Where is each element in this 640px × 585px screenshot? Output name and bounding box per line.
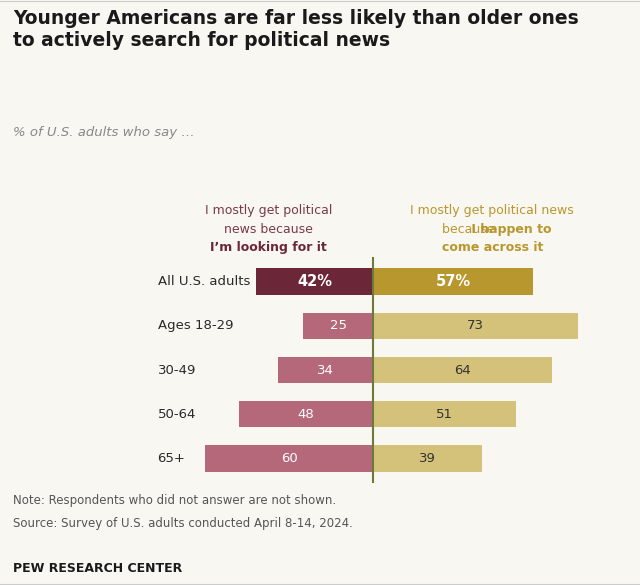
Text: come across it: come across it: [442, 242, 543, 254]
Text: 30-49: 30-49: [157, 363, 196, 377]
Text: 73: 73: [467, 319, 484, 332]
Bar: [278, 357, 373, 383]
Text: because: because: [442, 223, 542, 236]
Text: I’m looking for it: I’m looking for it: [210, 242, 326, 254]
Text: PEW RESEARCH CENTER: PEW RESEARCH CENTER: [13, 562, 182, 574]
Text: 60: 60: [281, 452, 298, 465]
Bar: [373, 401, 516, 428]
Text: Ages 18-29: Ages 18-29: [157, 319, 233, 332]
Bar: [205, 445, 373, 472]
Bar: [303, 312, 373, 339]
Text: 34: 34: [317, 363, 334, 377]
Bar: [239, 401, 373, 428]
Bar: [373, 357, 552, 383]
Bar: [255, 269, 373, 295]
Text: 42%: 42%: [297, 274, 332, 289]
Text: % of U.S. adults who say …: % of U.S. adults who say …: [13, 126, 195, 139]
Text: Source: Survey of U.S. adults conducted April 8-14, 2024.: Source: Survey of U.S. adults conducted …: [13, 517, 353, 529]
Text: 65+: 65+: [157, 452, 186, 465]
Text: Note: Respondents who did not answer are not shown.: Note: Respondents who did not answer are…: [13, 494, 336, 507]
Bar: [373, 445, 483, 472]
Bar: [373, 312, 577, 339]
Text: I happen to: I happen to: [433, 223, 552, 236]
Text: 64: 64: [454, 363, 471, 377]
Text: 39: 39: [419, 452, 436, 465]
Text: 25: 25: [330, 319, 347, 332]
Text: I mostly get political news: I mostly get political news: [410, 204, 574, 217]
Text: All U.S. adults: All U.S. adults: [157, 275, 250, 288]
Text: 51: 51: [436, 408, 453, 421]
Text: Younger Americans are far less likely than older ones
to actively search for pol: Younger Americans are far less likely th…: [13, 9, 579, 50]
Text: 57%: 57%: [435, 274, 470, 289]
Bar: [373, 269, 532, 295]
Text: 50-64: 50-64: [157, 408, 196, 421]
Text: news because: news because: [224, 223, 312, 236]
Text: 48: 48: [298, 408, 314, 421]
Text: I mostly get political: I mostly get political: [205, 204, 332, 217]
